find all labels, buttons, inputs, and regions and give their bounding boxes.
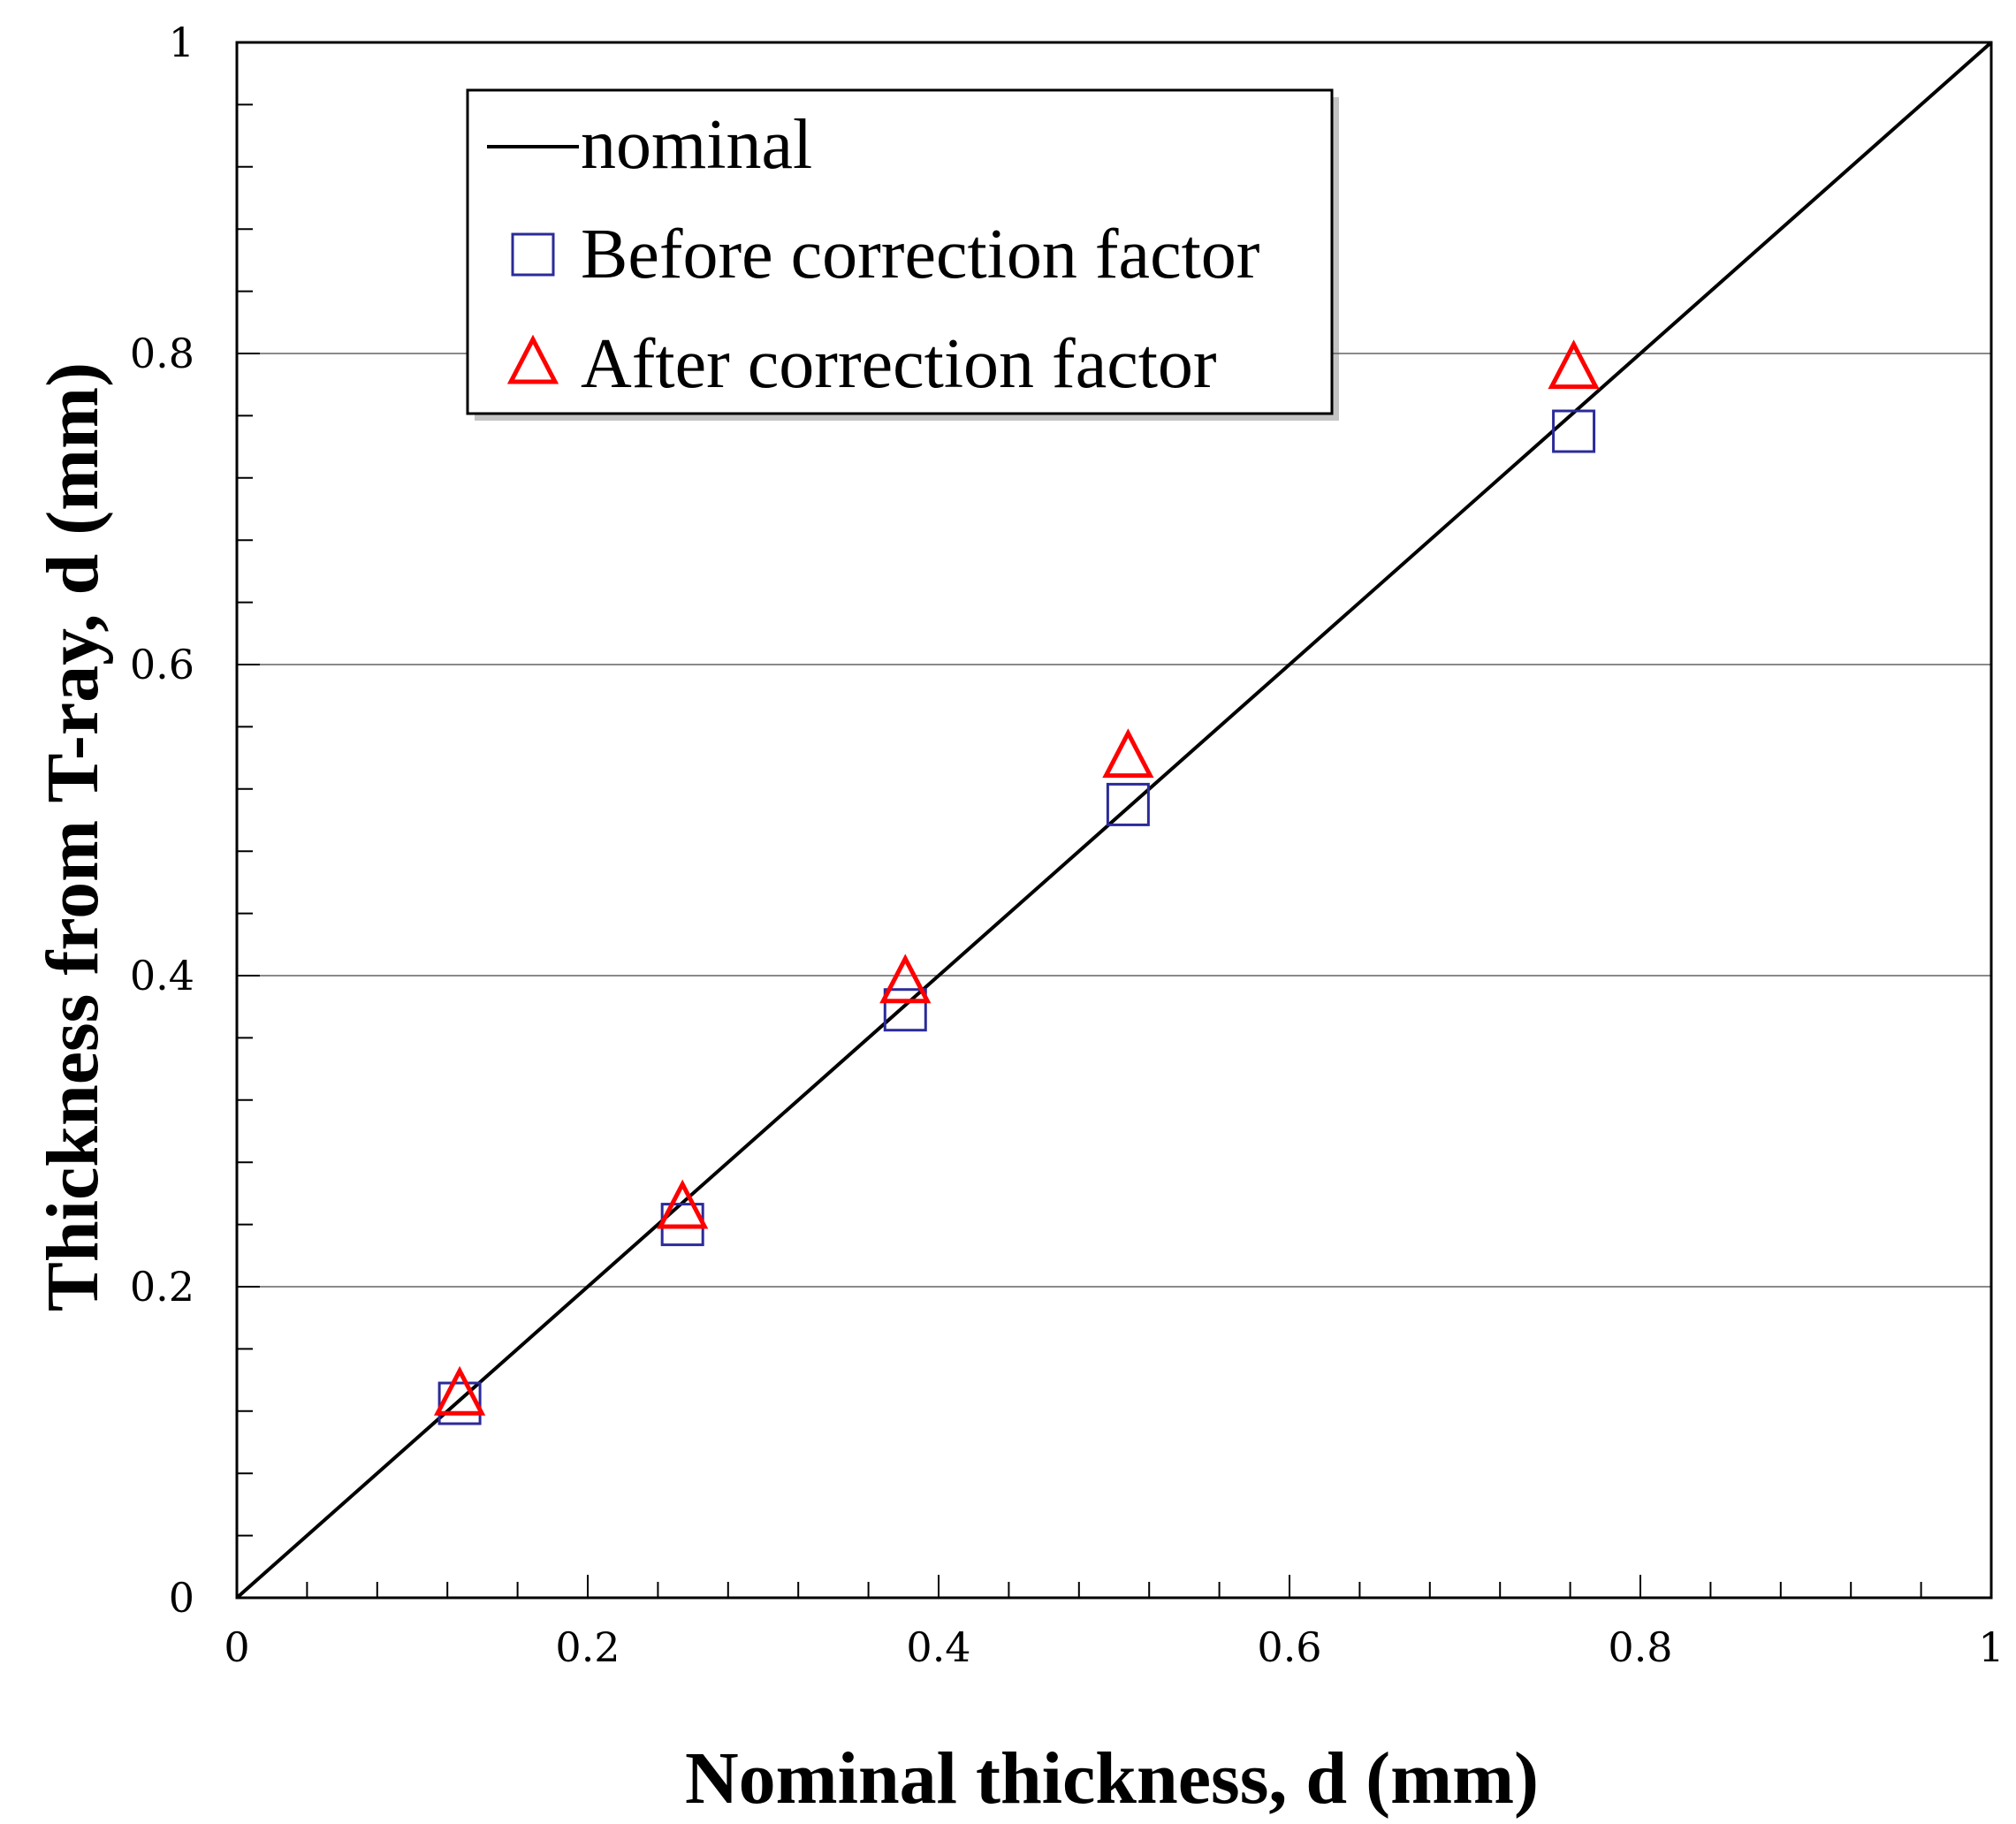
plot-area-frame — [235, 41, 1993, 1600]
x-tick-label-3: 0.6 — [1257, 1623, 1321, 1671]
legend-box — [466, 88, 1334, 415]
y-axis-title: Thickness from T-ray, d (mm) — [32, 362, 114, 1311]
x-axis-tick-labels: 0 0.2 0.4 0.6 0.8 1 — [224, 1623, 2004, 1671]
data-series — [235, 41, 1993, 1600]
y-tick-label-0: 0 — [169, 1574, 194, 1622]
after-correction-point — [879, 954, 932, 1004]
before-correction-point — [1552, 409, 1596, 453]
before-correction-point — [437, 1381, 482, 1425]
legend-label-before: Before correction factor — [581, 216, 1259, 293]
legend-label-after: After correction factor — [581, 325, 1217, 403]
after-correction-point — [1102, 728, 1154, 779]
x-tick-label-0: 0 — [224, 1623, 249, 1671]
before-correction-point — [1106, 782, 1150, 826]
x-tick-label-4: 0.8 — [1608, 1623, 1672, 1671]
y-tick-label-2: 0.4 — [130, 952, 194, 999]
legend-label-nominal: nominal — [581, 106, 812, 184]
after-correction-point — [657, 1179, 709, 1229]
y-tick-label-4: 0.8 — [130, 330, 194, 377]
x-axis-title: Nominal thickness, d (mm) — [685, 1737, 1539, 1820]
y-tick-label-5: 1 — [169, 19, 194, 66]
x-tick-label-1: 0.2 — [555, 1623, 620, 1671]
series-nominal-line — [235, 41, 1993, 1600]
x-tick-label-5: 1 — [1978, 1623, 2004, 1671]
after-correction-point — [433, 1365, 486, 1416]
after-correction-point — [1548, 339, 1600, 390]
y-axis-tick-labels: 0 0.2 0.4 0.6 0.8 1 — [130, 19, 194, 1622]
y-tick-label-1: 0.2 — [130, 1263, 194, 1311]
legend-triangle-icon — [506, 334, 559, 384]
before-correction-point — [883, 988, 927, 1032]
y-tick-label-3: 0.6 — [130, 641, 194, 688]
legend: nominal Before correction factor After c… — [466, 88, 1339, 421]
x-tick-label-2: 0.4 — [906, 1623, 970, 1671]
axis-ticks — [236, 42, 1992, 1599]
legend-square-icon — [511, 232, 555, 277]
